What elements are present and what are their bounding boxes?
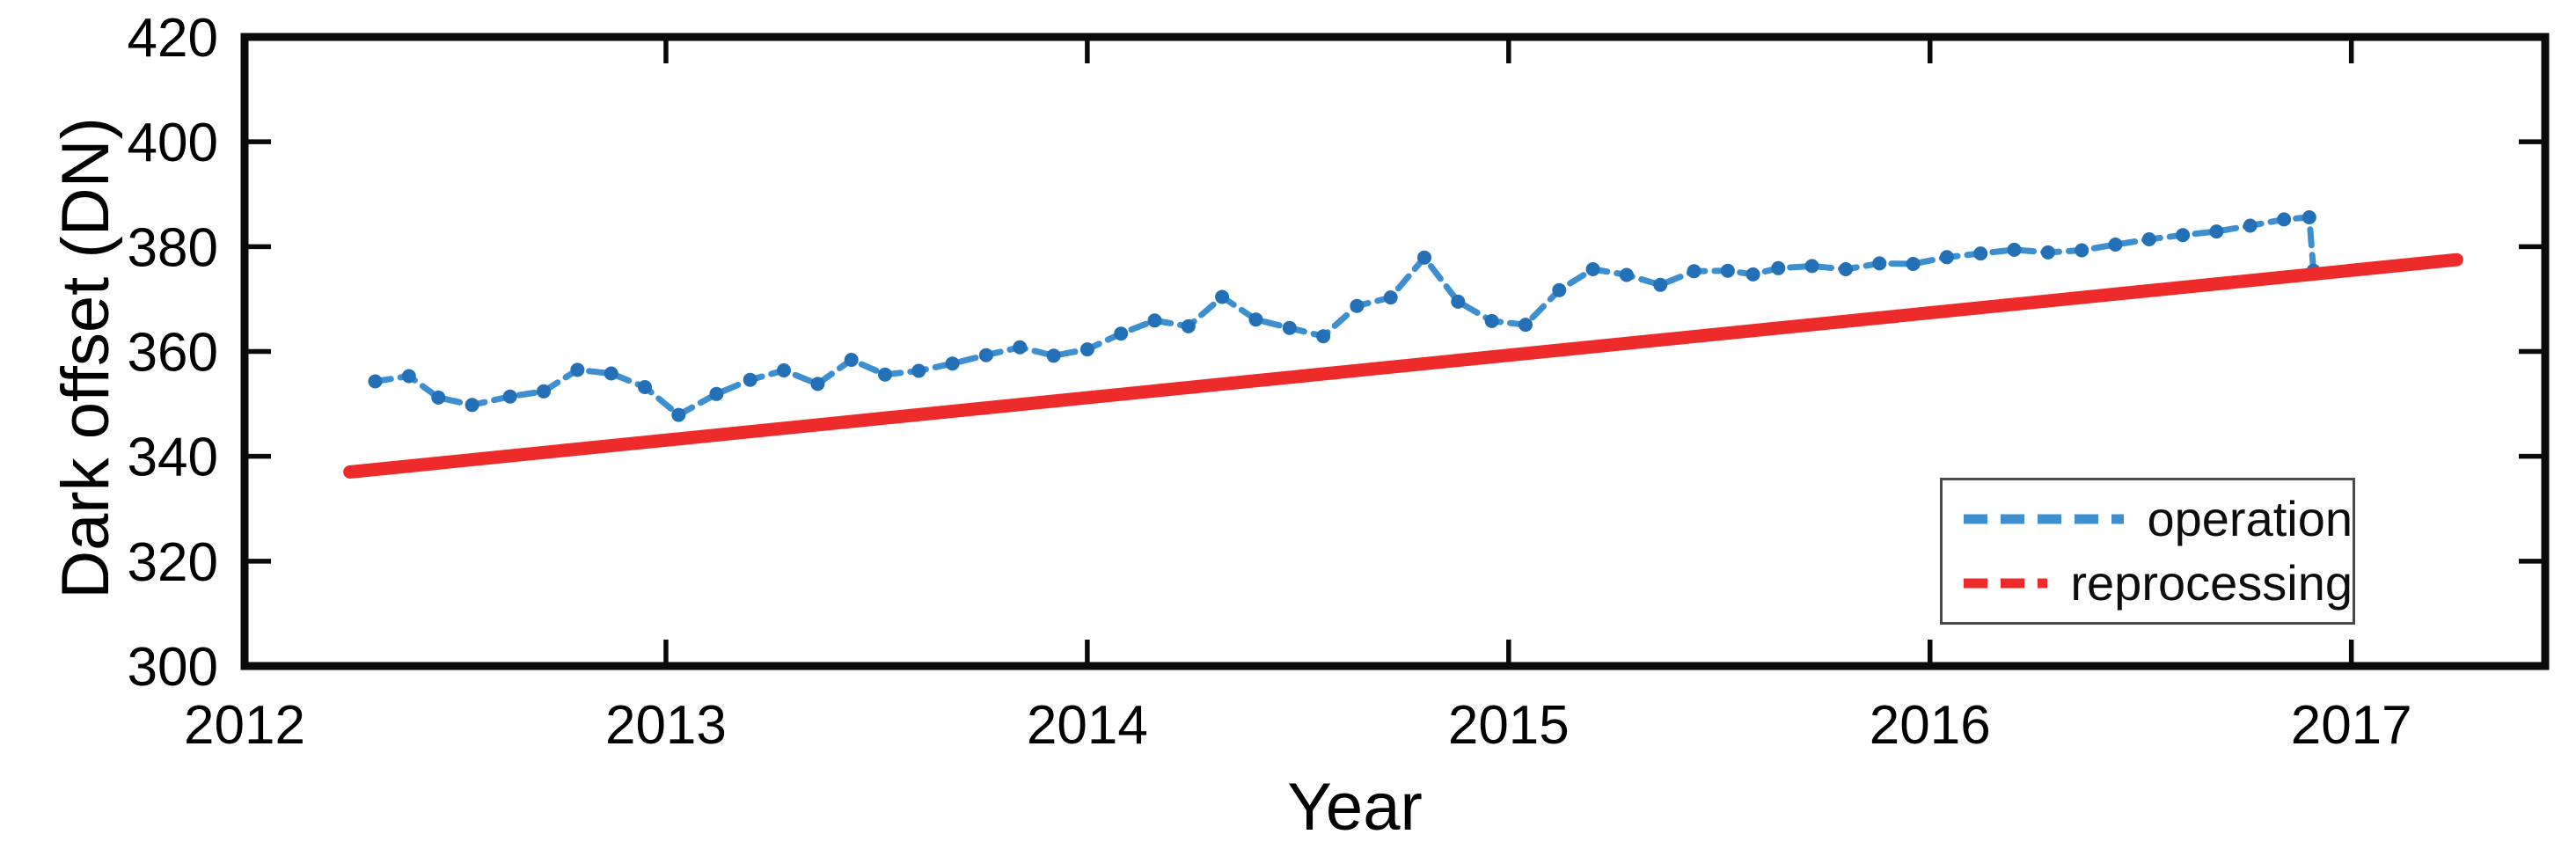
legend-label-operation: operation — [2147, 491, 2353, 547]
series-marker-operation — [844, 353, 859, 367]
series-marker-operation — [1872, 256, 1887, 271]
series-marker-operation — [945, 356, 960, 371]
series-marker-operation — [1804, 259, 1819, 274]
series-marker-operation — [709, 386, 724, 401]
series-marker-operation — [1519, 318, 1533, 333]
series-marker-operation — [1619, 267, 1634, 282]
series-marker-operation — [1451, 294, 1466, 309]
series-line-reprocessing — [343, 253, 2463, 479]
x-tick-label: 2016 — [1870, 695, 1991, 756]
x-tick-label: 2015 — [1448, 695, 1570, 756]
y-tick-label: 420 — [128, 8, 218, 69]
series-line-operation — [372, 214, 2317, 419]
series-marker-operation — [978, 348, 993, 362]
series-marker-operation — [2209, 224, 2224, 239]
series-marker-operation — [502, 389, 517, 404]
series-marker-operation — [1215, 289, 1230, 304]
series-marker-operation — [1939, 250, 1954, 265]
y-tick-label: 380 — [128, 217, 218, 278]
y-axis-label: Dark offset (DN) — [48, 117, 123, 599]
series-marker-operation — [1350, 298, 1365, 313]
series-marker-operation — [2108, 238, 2123, 252]
legend-label-reprocessing: reprocessing — [2070, 554, 2353, 611]
series-marker-operation — [465, 398, 479, 413]
series-marker-operation — [1687, 264, 1701, 279]
y-tick-label: 320 — [128, 532, 218, 593]
series-marker-operation — [1046, 348, 1061, 363]
series-marker-operation — [431, 390, 446, 405]
series-marker-operation — [810, 377, 825, 392]
series-marker-operation — [1282, 320, 1297, 335]
series-marker-operation — [1720, 263, 1735, 278]
series-marker-operation — [2007, 242, 2022, 257]
series-marker-operation — [911, 363, 926, 378]
series-marker-operation — [2141, 232, 2156, 246]
x-axis-label: Year — [1287, 770, 1423, 845]
y-tick-label: 300 — [128, 637, 218, 698]
series-marker-operation — [401, 369, 416, 384]
series-marker-operation — [2243, 218, 2258, 233]
series-marker-operation — [1013, 340, 1028, 355]
series-marker-operation — [1079, 342, 1094, 357]
series-marker-operation — [1417, 250, 1431, 265]
series-marker-operation — [368, 374, 383, 389]
series-marker-operation — [2040, 245, 2055, 260]
series-marker-operation — [1771, 260, 1786, 275]
series-marker-operation — [2277, 212, 2292, 227]
series-marker-operation — [1552, 282, 1567, 297]
legend-box: operation reprocessing — [1940, 478, 2355, 625]
series-marker-operation — [1383, 290, 1398, 305]
series-marker-operation — [1973, 246, 1988, 261]
series-marker-operation — [1181, 318, 1196, 333]
series-marker-operation — [1147, 313, 1162, 328]
x-tick-label: 2012 — [184, 695, 305, 756]
series-marker-operation — [638, 380, 652, 394]
y-tick-label: 360 — [128, 323, 218, 384]
plot-frame — [240, 33, 2550, 670]
y-tick-label: 400 — [128, 113, 218, 173]
series-marker-operation — [1906, 257, 1921, 271]
series-marker-operation — [743, 372, 757, 387]
y-tick-label: 340 — [128, 428, 218, 488]
series-marker-operation — [1585, 262, 1600, 276]
series-marker-operation — [777, 363, 791, 377]
series-marker-operation — [1484, 313, 1499, 328]
legend-item-reprocessing: reprocessing — [1960, 554, 2353, 611]
series-marker-operation — [1248, 312, 1263, 327]
series-marker-operation — [2075, 243, 2089, 258]
series-marker-operation — [878, 367, 892, 382]
series-marker-operation — [1316, 329, 1331, 344]
series-marker-operation — [1653, 277, 1668, 292]
series-marker-operation — [671, 407, 686, 422]
series-marker-operation — [604, 366, 618, 381]
series-marker-operation — [2176, 228, 2191, 243]
x-tick-label: 2013 — [605, 695, 727, 756]
series-marker-operation — [2302, 210, 2316, 224]
x-tick-label: 2017 — [2291, 695, 2412, 756]
x-tick-label: 2014 — [1027, 695, 1148, 756]
legend-line-sample-reprocessing — [1964, 578, 2048, 589]
legend-item-operation: operation — [1960, 494, 2353, 544]
series-marker-operation — [1114, 326, 1129, 341]
series-marker-operation — [1839, 262, 1853, 276]
series-marker-operation — [570, 362, 585, 377]
series-marker-operation — [1745, 267, 1760, 282]
series-marker-operation — [537, 384, 551, 399]
legend-line-sample-operation — [1964, 514, 2125, 524]
